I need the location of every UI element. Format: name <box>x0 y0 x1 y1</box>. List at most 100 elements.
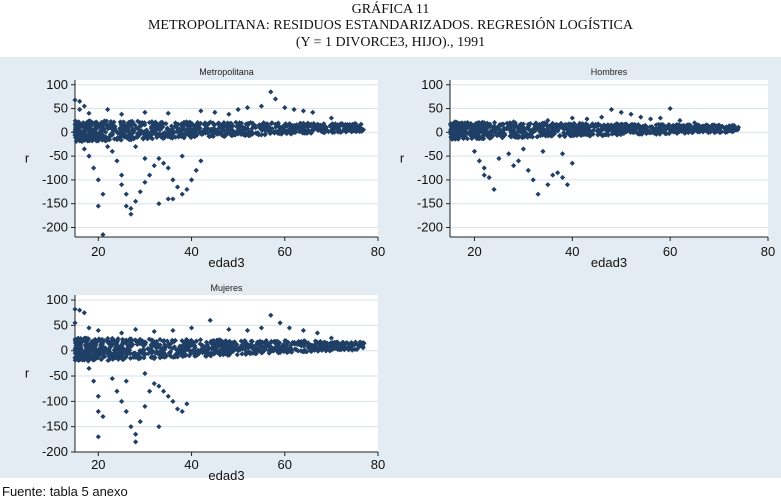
data-point <box>450 129 456 135</box>
data-point <box>188 348 195 354</box>
data-point <box>150 338 156 344</box>
data-point <box>160 135 166 141</box>
data-point <box>128 205 134 212</box>
data-point <box>477 134 483 140</box>
data-point <box>284 339 290 345</box>
data-point <box>305 340 311 346</box>
data-point <box>193 338 199 344</box>
data-point <box>124 135 130 141</box>
x-tick-label: 20 <box>91 244 105 259</box>
data-point <box>266 348 273 355</box>
data-point <box>268 312 274 318</box>
data-point <box>576 129 582 135</box>
data-point <box>81 146 87 152</box>
data-point <box>178 352 184 358</box>
data-point <box>122 347 128 354</box>
data-point <box>185 343 191 349</box>
data-point <box>602 132 608 138</box>
data-point <box>93 342 99 348</box>
data-point <box>455 136 461 142</box>
data-point <box>306 127 312 134</box>
data-point <box>96 346 102 352</box>
data-point <box>470 130 476 137</box>
data-point <box>449 135 455 141</box>
data-point <box>197 348 204 354</box>
data-point <box>520 121 527 127</box>
data-point <box>309 123 315 129</box>
data-point <box>108 338 115 344</box>
data-point <box>338 347 344 353</box>
data-point <box>321 121 327 127</box>
data-point <box>692 120 698 126</box>
data-point <box>103 137 109 143</box>
data-point <box>706 127 713 133</box>
data-point <box>170 398 176 404</box>
data-point <box>220 345 227 351</box>
data-point <box>449 132 455 138</box>
data-point <box>240 339 247 345</box>
data-point <box>656 127 663 133</box>
data-point <box>634 125 640 131</box>
data-point <box>329 343 336 349</box>
x-tick-label: 60 <box>663 244 677 259</box>
data-point <box>160 388 167 394</box>
data-point <box>331 129 338 135</box>
data-point <box>132 122 138 128</box>
data-point <box>334 123 341 130</box>
data-point <box>114 137 120 143</box>
data-point <box>461 128 467 134</box>
data-point <box>229 346 235 352</box>
data-point <box>338 121 344 127</box>
data-point <box>321 127 327 134</box>
data-point <box>511 163 517 169</box>
data-point <box>179 408 185 415</box>
data-point <box>340 341 347 347</box>
data-point <box>112 338 119 345</box>
data-point <box>188 177 195 183</box>
data-point <box>170 196 176 202</box>
data-point <box>292 127 299 133</box>
data-point <box>227 344 233 351</box>
data-point <box>495 124 502 130</box>
data-point <box>112 353 119 359</box>
data-point <box>78 350 84 357</box>
data-point <box>205 344 211 350</box>
chart-title-line-3: (Y = 1 DIVORCE3, HIJO)., 1991 <box>295 35 486 50</box>
data-point <box>95 177 101 183</box>
x-tick-label: 40 <box>184 244 198 259</box>
y-tick-label: 50 <box>54 101 68 116</box>
data-point <box>294 122 300 128</box>
data-point <box>82 342 88 348</box>
data-point <box>79 138 85 145</box>
data-point <box>208 127 214 133</box>
data-point <box>447 121 454 127</box>
data-point <box>107 345 113 351</box>
data-point <box>486 174 492 181</box>
data-point <box>146 119 153 126</box>
data-point <box>170 327 176 334</box>
data-point <box>226 111 232 117</box>
data-point <box>142 341 148 347</box>
data-point <box>227 120 233 126</box>
data-point <box>566 129 572 135</box>
data-point <box>571 128 577 134</box>
data-point <box>128 424 134 430</box>
data-point <box>100 354 106 360</box>
data-point <box>258 103 265 109</box>
data-point <box>644 126 650 132</box>
data-point <box>165 165 171 171</box>
data-point <box>72 306 78 312</box>
data-point <box>663 131 670 137</box>
data-point <box>95 434 101 440</box>
data-point <box>95 327 101 334</box>
data-point <box>655 126 661 132</box>
data-point <box>518 126 525 132</box>
data-point <box>142 179 148 185</box>
x-tick-label: 40 <box>184 457 198 472</box>
data-point <box>86 135 92 141</box>
x-axis-label: edad3 <box>208 255 244 270</box>
data-point <box>244 104 251 111</box>
data-point <box>150 355 156 361</box>
data-point <box>677 117 683 124</box>
data-point <box>338 129 344 135</box>
